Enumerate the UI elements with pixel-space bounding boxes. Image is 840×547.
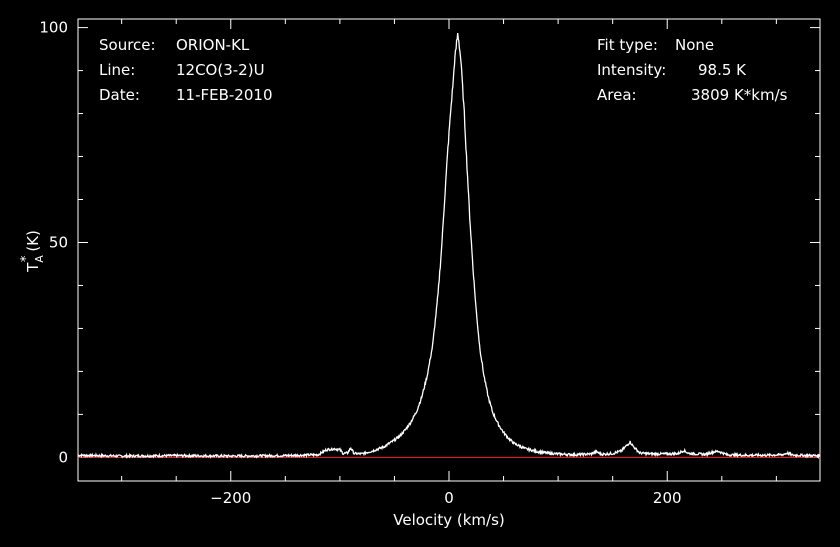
intensity-value: 98.5 K (698, 61, 747, 79)
fit-type-label: Fit type: (597, 36, 658, 54)
y-axis-label-main: T (24, 262, 42, 273)
fit-type-value: None (675, 36, 714, 54)
svg-text:TA*(K): TA* (K) (19, 230, 46, 273)
date-label: Date: (99, 86, 140, 104)
x-axis-label: Velocity (km/s) (393, 511, 504, 529)
spectrum-line (77, 33, 821, 460)
x-tick-label: −200 (210, 489, 251, 507)
date-value: 11-FEB-2010 (176, 86, 272, 104)
y-tick-label: 50 (49, 233, 68, 251)
area-value: 3809 K*km/s (691, 86, 788, 104)
source-value: ORION-KL (176, 36, 250, 54)
x-tick-label: 0 (444, 489, 454, 507)
intensity-label: Intensity: (597, 61, 666, 79)
area-label: Area: (597, 86, 637, 104)
source-label: Source: (99, 36, 156, 54)
y-axis-label-sub: A (33, 255, 46, 263)
y-tick-label: 0 (58, 448, 68, 466)
line-value: 12CO(3-2)U (176, 61, 265, 79)
y-axis-label-sup: * (19, 255, 34, 262)
y-tick-label: 100 (39, 19, 68, 37)
axis-tick-labels: −200 0 200 0 50 100 (39, 19, 681, 507)
line-label: Line: (99, 61, 135, 79)
y-axis-label: TA* (K) (19, 230, 46, 273)
x-tick-label: 200 (653, 489, 682, 507)
y-axis-label-unit: (K) (24, 230, 42, 252)
